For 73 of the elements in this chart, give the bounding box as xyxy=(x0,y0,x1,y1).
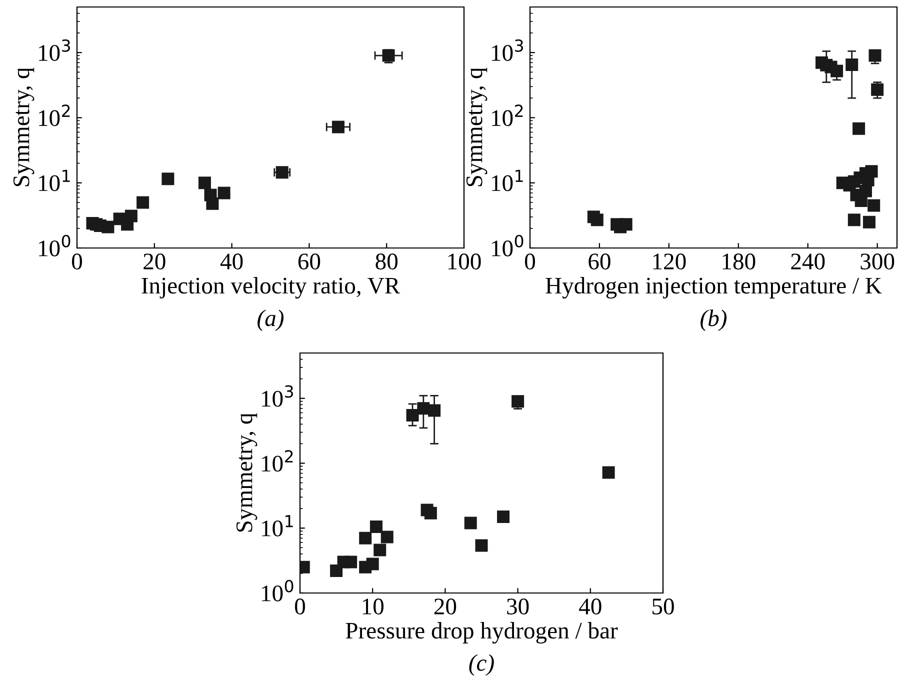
x-tick-label: 30 xyxy=(507,598,529,614)
x-tick-label: 80 xyxy=(376,254,398,270)
y-tick-label: 10$^{1}$ xyxy=(39,170,70,192)
y-tick-label: 10$^{3}$ xyxy=(492,39,523,61)
y-tick-label: 10$^{0}$ xyxy=(262,580,294,602)
point xyxy=(475,539,488,552)
point xyxy=(620,218,632,231)
point xyxy=(846,58,858,71)
y-tick-label: 10$^{1}$ xyxy=(492,170,523,192)
point xyxy=(374,544,386,556)
x-axis-title: Pressure drop hydrogen / bar xyxy=(346,622,618,644)
point xyxy=(417,402,430,415)
x-tick-label: 20 xyxy=(434,598,456,614)
x-tick-label: 0 xyxy=(72,254,82,270)
x-tick-label: 60 xyxy=(298,254,320,270)
y-tick-label: 10$^{0}$ xyxy=(39,234,70,256)
text: (c) xyxy=(469,654,494,676)
x-tick-label: 120 xyxy=(653,254,686,270)
point xyxy=(590,214,604,226)
x-tick-label: 10 xyxy=(362,598,384,614)
point xyxy=(124,210,138,222)
point xyxy=(464,516,477,530)
x-tick-label: 60 xyxy=(588,254,610,270)
y-axis-title: Symmetry, q xyxy=(236,413,258,532)
y-tick-label: 10$^{2}$ xyxy=(39,104,70,126)
x-tick-label: 50 xyxy=(652,598,674,614)
x-tick-label: 100 xyxy=(448,254,481,270)
point xyxy=(848,214,860,226)
x-tick-label: 300 xyxy=(860,254,894,270)
x-tick-label: 180 xyxy=(722,254,756,270)
point xyxy=(359,532,372,544)
point xyxy=(830,64,844,78)
point xyxy=(102,220,114,234)
point xyxy=(852,122,866,135)
text: (a) xyxy=(258,310,284,332)
point xyxy=(428,404,441,417)
point xyxy=(332,120,344,134)
point xyxy=(602,466,615,479)
x-tick-label: 0 xyxy=(524,254,536,270)
x-tick-label: 20 xyxy=(144,254,166,270)
point xyxy=(206,197,219,210)
y-tick-label: 10$^{2}$ xyxy=(492,104,523,126)
x-tick-label: 40 xyxy=(579,598,602,614)
point xyxy=(380,530,394,544)
point xyxy=(865,165,878,178)
x-tick-label: 0 xyxy=(294,598,306,614)
point xyxy=(162,172,174,186)
point xyxy=(424,506,437,520)
point xyxy=(276,166,288,179)
point xyxy=(218,186,230,200)
point xyxy=(406,408,419,422)
point xyxy=(868,199,880,212)
y-tick-label: 10$^{1}$ xyxy=(262,515,293,536)
y-tick-label: 10$^{0}$ xyxy=(492,234,524,256)
y-tick-label: 10$^{2}$ xyxy=(262,450,293,472)
point xyxy=(497,510,510,523)
point xyxy=(370,520,382,533)
point xyxy=(344,556,358,568)
point xyxy=(198,176,211,190)
point xyxy=(136,196,150,209)
text: (b) xyxy=(700,310,727,332)
y-tick-label: 10$^{3}$ xyxy=(262,385,293,407)
x-tick-label: 240 xyxy=(791,254,825,270)
y-axis-title: Symmetry, q xyxy=(466,68,488,186)
y-axis-title: Symmetry, q xyxy=(13,68,34,186)
point xyxy=(862,216,876,228)
x-axis-title: Injection velocity ratio, VR xyxy=(142,277,400,299)
y-tick-label: 10$^{3}$ xyxy=(39,39,70,61)
point xyxy=(868,49,882,62)
point xyxy=(871,83,884,96)
x-axis-title: Hydrogen injection temperature / K xyxy=(546,277,882,299)
point xyxy=(366,558,379,570)
x-tick-label: 40 xyxy=(220,254,243,270)
